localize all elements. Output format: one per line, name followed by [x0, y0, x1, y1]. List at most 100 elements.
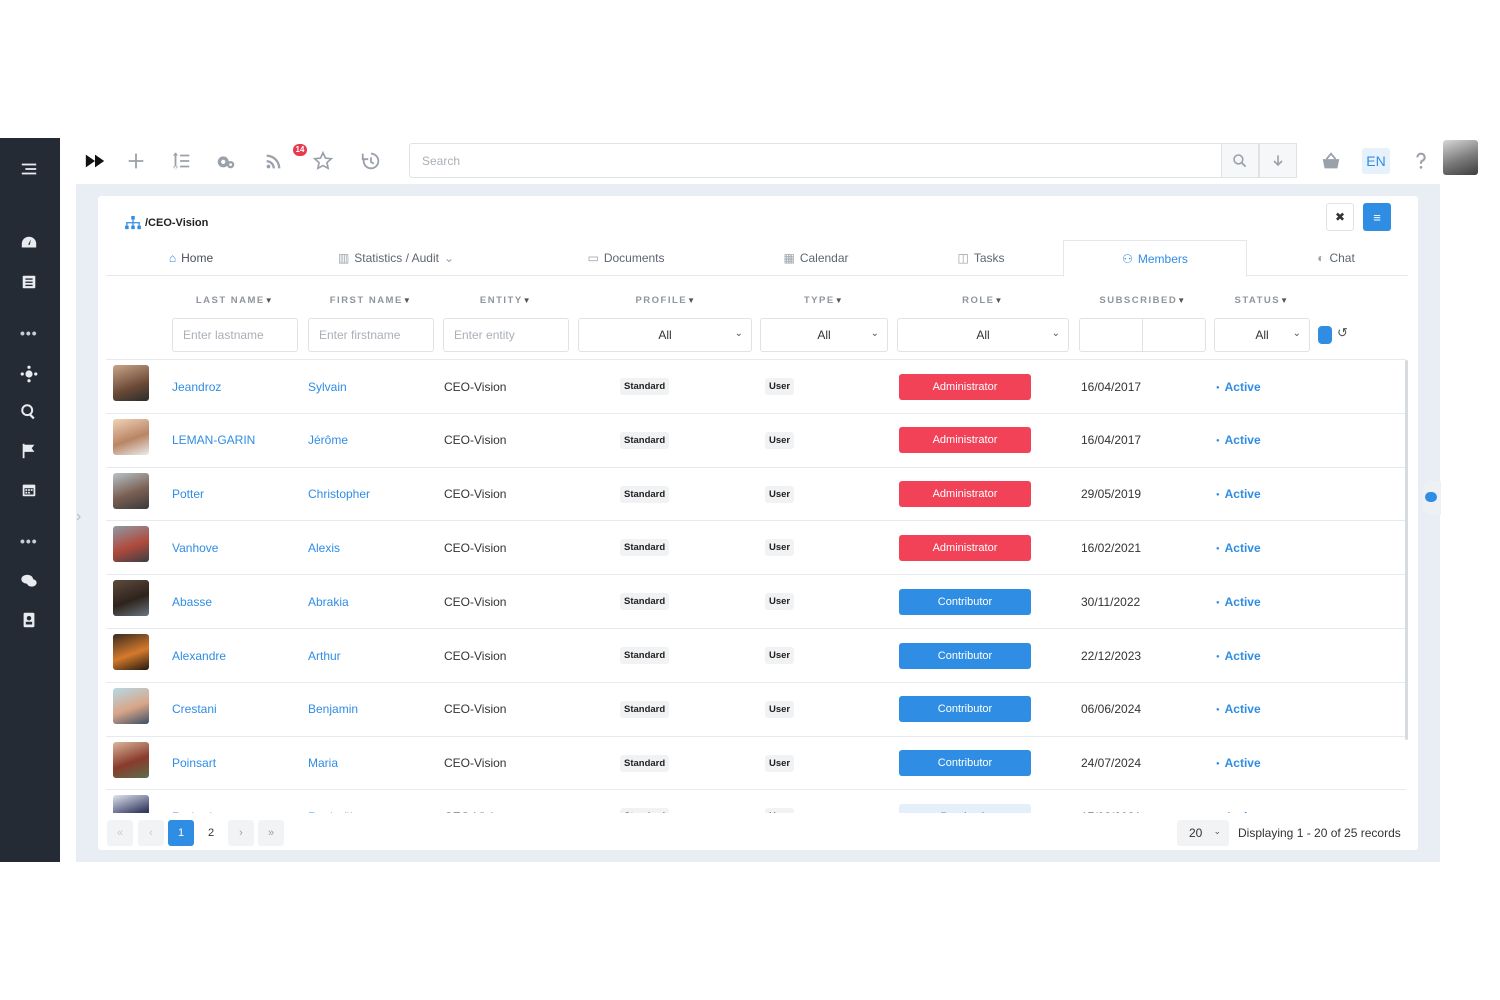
table-row[interactable]: Poinsart Maria CEO-Vision Standard User Contr…	[106, 735, 1406, 790]
header-type[interactable]: TYPE▼	[760, 295, 888, 306]
lastname-link[interactable]: Alexandre	[172, 648, 227, 663]
list-icon[interactable]	[18, 271, 40, 293]
language-selector[interactable]: EN	[1362, 148, 1390, 174]
lastname-link[interactable]: Potter	[172, 487, 205, 502]
search-button[interactable]	[1221, 143, 1259, 178]
firstname-link[interactable]: Abrakia	[308, 594, 349, 609]
header-lastname[interactable]: LAST NAME▼	[172, 295, 298, 306]
status-label[interactable]: Active	[1216, 380, 1261, 394]
table-scrollbar[interactable]	[1405, 360, 1408, 740]
contacts-icon[interactable]	[18, 609, 40, 631]
firstname-link[interactable]: Alexis	[308, 540, 341, 555]
search-zoom-icon[interactable]	[18, 401, 40, 423]
fast-forward-icon[interactable]	[82, 148, 108, 174]
status-label[interactable]: Active	[1216, 702, 1261, 716]
last-page-button[interactable]: »	[258, 820, 284, 846]
firstname-link[interactable]: Raphaël	[308, 790, 353, 813]
filter-lastname-input[interactable]	[172, 318, 298, 352]
lastname-link[interactable]: Jeandroz	[172, 379, 222, 394]
header-subscribed[interactable]: SUBSCRIBED▼	[1079, 295, 1207, 306]
per-page-select[interactable]: 20 ⌄	[1177, 820, 1229, 846]
page-button-2[interactable]: 2	[207, 827, 215, 839]
calendar-icon[interactable]	[18, 479, 40, 501]
member-avatar[interactable]	[113, 526, 149, 563]
firstname-link[interactable]: Sylvain	[308, 379, 347, 394]
header-role[interactable]: ROLE▼	[897, 295, 1069, 306]
table-row[interactable]: Abasse Abrakia CEO-Vision Standard User Contr…	[106, 574, 1406, 628]
header-status[interactable]: STATUS▼	[1214, 295, 1310, 306]
sort-tree-icon[interactable]	[168, 148, 194, 174]
table-row[interactable]: Radawi Raphaël CEO-Vision Standard User Read …	[106, 789, 1406, 813]
prev-page-button[interactable]: ‹	[138, 820, 164, 846]
table-row[interactable]: Potter Christopher CEO-Vision Standard User A…	[106, 466, 1406, 521]
lastname-link[interactable]: Vanhove	[172, 540, 219, 555]
role-button[interactable]: Administrator	[899, 427, 1031, 454]
status-label[interactable]: Active	[1216, 541, 1261, 555]
firstname-link[interactable]: Benjamin	[308, 702, 359, 717]
rss-feed-icon[interactable]	[261, 148, 287, 174]
filter-profile-select[interactable]: All ⌄	[578, 318, 752, 352]
member-avatar[interactable]	[113, 741, 149, 778]
breadcrumb-path[interactable]: /CEO-Vision	[145, 217, 209, 229]
header-profile[interactable]: PROFILE▼	[578, 295, 754, 306]
table-row[interactable]: Crestani Benjamin CEO-Vision Standard User Co…	[106, 681, 1406, 736]
table-row[interactable]: Alexandre Arthur CEO-Vision Standard User Con…	[106, 628, 1406, 682]
member-avatar[interactable]	[113, 634, 149, 670]
member-avatar[interactable]	[113, 418, 149, 455]
member-avatar[interactable]	[113, 580, 149, 617]
lastname-link[interactable]: Radawi	[172, 790, 212, 813]
reset-filters-icon[interactable]: ↺	[1337, 325, 1348, 340]
firstname-link[interactable]: Arthur	[308, 648, 341, 663]
menu-button[interactable]: ≡	[1363, 203, 1391, 231]
chat-icon[interactable]	[18, 570, 40, 592]
network-icon[interactable]	[18, 363, 40, 385]
role-button[interactable]: Contributor	[899, 696, 1031, 723]
firstname-link[interactable]: Christopher	[308, 487, 371, 502]
help-icon[interactable]	[1408, 148, 1434, 174]
global-search-input[interactable]	[409, 143, 1221, 178]
role-button[interactable]: Administrator	[899, 534, 1031, 561]
filter-entity-input[interactable]	[443, 318, 569, 352]
filter-firstname-input[interactable]	[308, 318, 434, 352]
header-firstname[interactable]: FIRST NAME▼	[308, 295, 434, 306]
member-avatar[interactable]	[113, 795, 149, 813]
role-button[interactable]: Contributor	[899, 750, 1031, 777]
add-icon[interactable]	[123, 148, 149, 174]
lastname-link[interactable]: Poinsart	[172, 756, 217, 771]
role-button[interactable]: Contributor	[899, 642, 1031, 669]
status-label[interactable]: Active	[1216, 649, 1261, 663]
fullscreen-button[interactable]: ✖	[1326, 203, 1354, 231]
apply-filter-search-icon[interactable]	[1318, 326, 1332, 344]
basket-icon[interactable]	[1318, 148, 1344, 174]
star-icon[interactable]	[310, 148, 336, 174]
member-avatar[interactable]	[113, 365, 149, 401]
filter-role-select[interactable]: All ⌄	[897, 318, 1069, 352]
expand-sidebar-chevron-icon[interactable]: ›	[76, 508, 82, 525]
table-row[interactable]: Vanhove Alexis CEO-Vision Standard User Admin…	[106, 520, 1406, 574]
page-button-1[interactable]: 1	[168, 820, 194, 846]
status-label[interactable]: Active	[1216, 433, 1261, 447]
filter-subscribed-from[interactable]	[1079, 318, 1143, 352]
status-label[interactable]: Active	[1216, 756, 1261, 770]
status-label[interactable]: Active	[1216, 810, 1261, 813]
role-button[interactable]: Contributor	[899, 588, 1031, 615]
member-avatar[interactable]	[113, 687, 149, 724]
lastname-link[interactable]: Crestani	[172, 702, 217, 717]
role-button[interactable]: Administrator	[899, 373, 1031, 400]
dashboard-icon[interactable]	[18, 232, 40, 254]
flag-icon[interactable]	[18, 440, 40, 462]
tab-statistics-audit[interactable]: ▥ Statistics / Audit ⌄	[306, 240, 486, 276]
role-button[interactable]: Administrator	[899, 481, 1031, 508]
menu-toggle-icon[interactable]	[18, 158, 40, 180]
lastname-link[interactable]: Abasse	[172, 594, 213, 609]
tab-home[interactable]: ⌂ Home	[106, 240, 276, 276]
filter-type-select[interactable]: All ⌄	[760, 318, 888, 352]
header-entity[interactable]: ENTITY▼	[443, 295, 569, 306]
filter-subscribed-to[interactable]	[1142, 318, 1206, 352]
member-avatar[interactable]	[113, 472, 149, 509]
history-icon[interactable]	[358, 148, 384, 174]
filter-status-select[interactable]: All ⌄	[1214, 318, 1310, 352]
chat-bubble-icon[interactable]	[1423, 481, 1441, 515]
first-page-button[interactable]: «	[107, 820, 133, 846]
table-row[interactable]: Jeandroz Sylvain CEO-Vision Standard User Adm…	[106, 359, 1406, 413]
